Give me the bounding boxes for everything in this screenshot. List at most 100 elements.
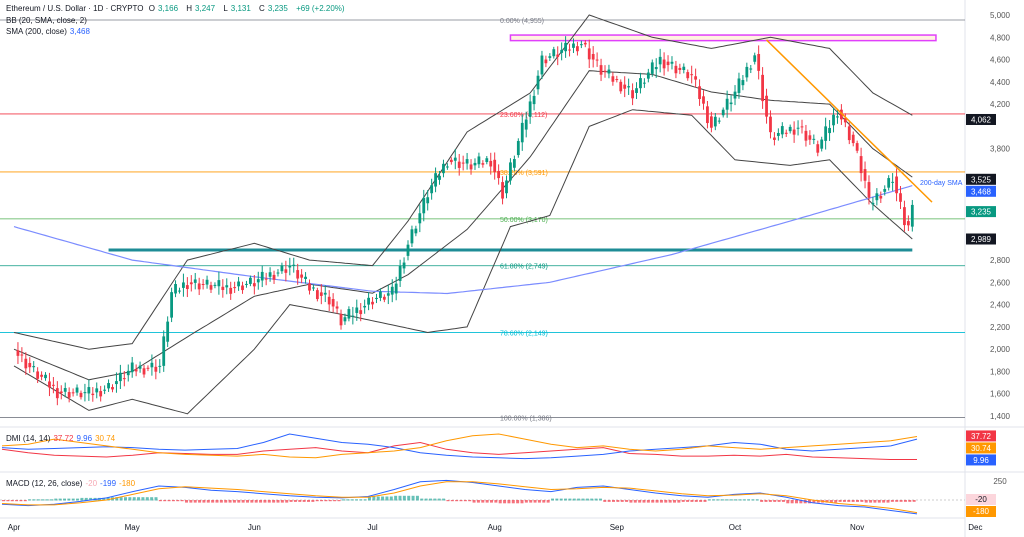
macd-histogram-bar <box>132 497 136 501</box>
candle-body <box>71 392 75 394</box>
macd-histogram-bar <box>67 498 71 501</box>
candle-body <box>800 126 804 128</box>
dmi-badge <box>966 454 996 466</box>
dmi-badge-label: 9.96 <box>973 456 989 465</box>
macd-histogram-bar <box>459 500 463 502</box>
candle-body <box>351 315 355 317</box>
candle-body <box>497 170 501 179</box>
macd-histogram-bar <box>246 500 249 503</box>
macd-histogram-bar <box>742 499 746 501</box>
candle-body <box>843 118 847 123</box>
candle-body <box>505 180 508 194</box>
macd-histogram-bar <box>241 500 245 503</box>
candle-body <box>36 371 40 379</box>
macd-histogram-bar <box>84 497 88 501</box>
price-badge <box>966 233 996 245</box>
candle-body <box>453 157 457 161</box>
candle-body <box>776 133 780 136</box>
price-tick-label: 2,000 <box>990 345 1011 354</box>
macd-histogram-bar <box>455 500 459 502</box>
low-value: 3,131 <box>230 4 251 13</box>
candle-body <box>201 284 205 286</box>
candle-body <box>63 388 67 392</box>
candle-body <box>55 388 59 399</box>
macd-histogram-bar <box>651 500 655 503</box>
macd-histogram-bar <box>751 499 755 501</box>
candle-body <box>698 86 701 99</box>
candle-body <box>414 228 418 234</box>
symbol-title[interactable]: Ethereum / U.S. Dollar · 1D · CRYPTO <box>6 4 144 13</box>
candle-body <box>887 178 891 188</box>
macd-histogram-bar <box>36 499 40 501</box>
candle-body <box>260 271 264 281</box>
candle-body <box>572 43 575 48</box>
candle-body <box>489 160 493 167</box>
macd-histogram-bar <box>10 500 14 502</box>
candle-body <box>103 389 107 391</box>
macd-histogram-bar <box>851 500 855 502</box>
candle-body <box>442 163 445 174</box>
sma-legend[interactable]: SMA (200, close) 3,468 <box>6 27 93 36</box>
candle-body <box>477 156 481 165</box>
candle-body <box>327 296 331 305</box>
price-badge <box>966 185 996 197</box>
candle-body <box>587 48 591 60</box>
time-tick-label: May <box>125 523 140 532</box>
dmi-adx-value: 30.74 <box>95 434 116 443</box>
candle-body <box>713 116 717 127</box>
candle-body <box>761 74 764 102</box>
candle-body <box>568 49 571 51</box>
macd-histogram-bar <box>150 497 154 501</box>
macd-histogram-bar <box>49 499 53 501</box>
macd-tick-label: 250 <box>993 477 1007 486</box>
candle-body <box>339 313 343 326</box>
fib-level-label: 0.00% (4,955) <box>500 18 544 25</box>
candle-body <box>213 284 217 286</box>
macd-histogram-bar <box>825 500 829 503</box>
candle-body <box>434 173 437 187</box>
candle-body <box>418 213 422 224</box>
candle-body <box>20 354 24 356</box>
macd-histogram-bar <box>302 500 306 502</box>
candle-body <box>512 159 516 168</box>
candle-body <box>355 307 359 313</box>
macd-histogram-bar <box>224 500 228 503</box>
macd-histogram-bar <box>267 500 271 503</box>
macd-histogram-bar <box>354 499 358 501</box>
macd-histogram-bar <box>668 500 672 503</box>
macd-legend[interactable]: MACD (12, 26, close) -20 -199 -180 <box>6 479 138 488</box>
macd-histogram-bar <box>738 499 742 501</box>
macd-histogram-bar <box>6 500 10 502</box>
candle-body <box>721 109 725 116</box>
macd-histogram-bar <box>646 500 650 503</box>
macd-histogram-bar <box>860 500 864 502</box>
macd-histogram-bar <box>912 500 916 502</box>
macd-histogram-bar <box>481 500 485 503</box>
candle-body <box>485 158 489 163</box>
open-value: 3,166 <box>158 4 179 13</box>
macd-histogram-bar <box>307 500 310 502</box>
candle-body <box>48 381 51 388</box>
macd-histogram-bar <box>154 497 158 501</box>
macd-histogram-bar <box>542 500 546 503</box>
candle-body <box>347 309 351 319</box>
dmi-badge <box>966 430 996 442</box>
macd-histogram-bar <box>472 500 476 503</box>
macd-histogram-bar <box>594 498 598 501</box>
macd-histogram-bar <box>359 499 363 501</box>
macd-histogram-bar <box>799 500 803 504</box>
macd-histogram-bar <box>533 500 537 503</box>
bb-legend[interactable]: BB (20, SMA, close, 2) <box>6 16 87 25</box>
dmi-legend[interactable]: DMI (14, 14) 37.72 9.96 30.74 <box>6 434 118 443</box>
candle-body <box>335 306 339 309</box>
candle-body <box>875 193 879 201</box>
candle-body <box>733 91 737 99</box>
macd-histogram-bar <box>707 499 711 501</box>
macd-line <box>1 479 918 515</box>
candle-body <box>583 42 587 45</box>
candle-body <box>229 287 233 294</box>
candle-body <box>812 138 816 140</box>
candle-body <box>24 358 28 369</box>
candle-body <box>111 387 114 390</box>
